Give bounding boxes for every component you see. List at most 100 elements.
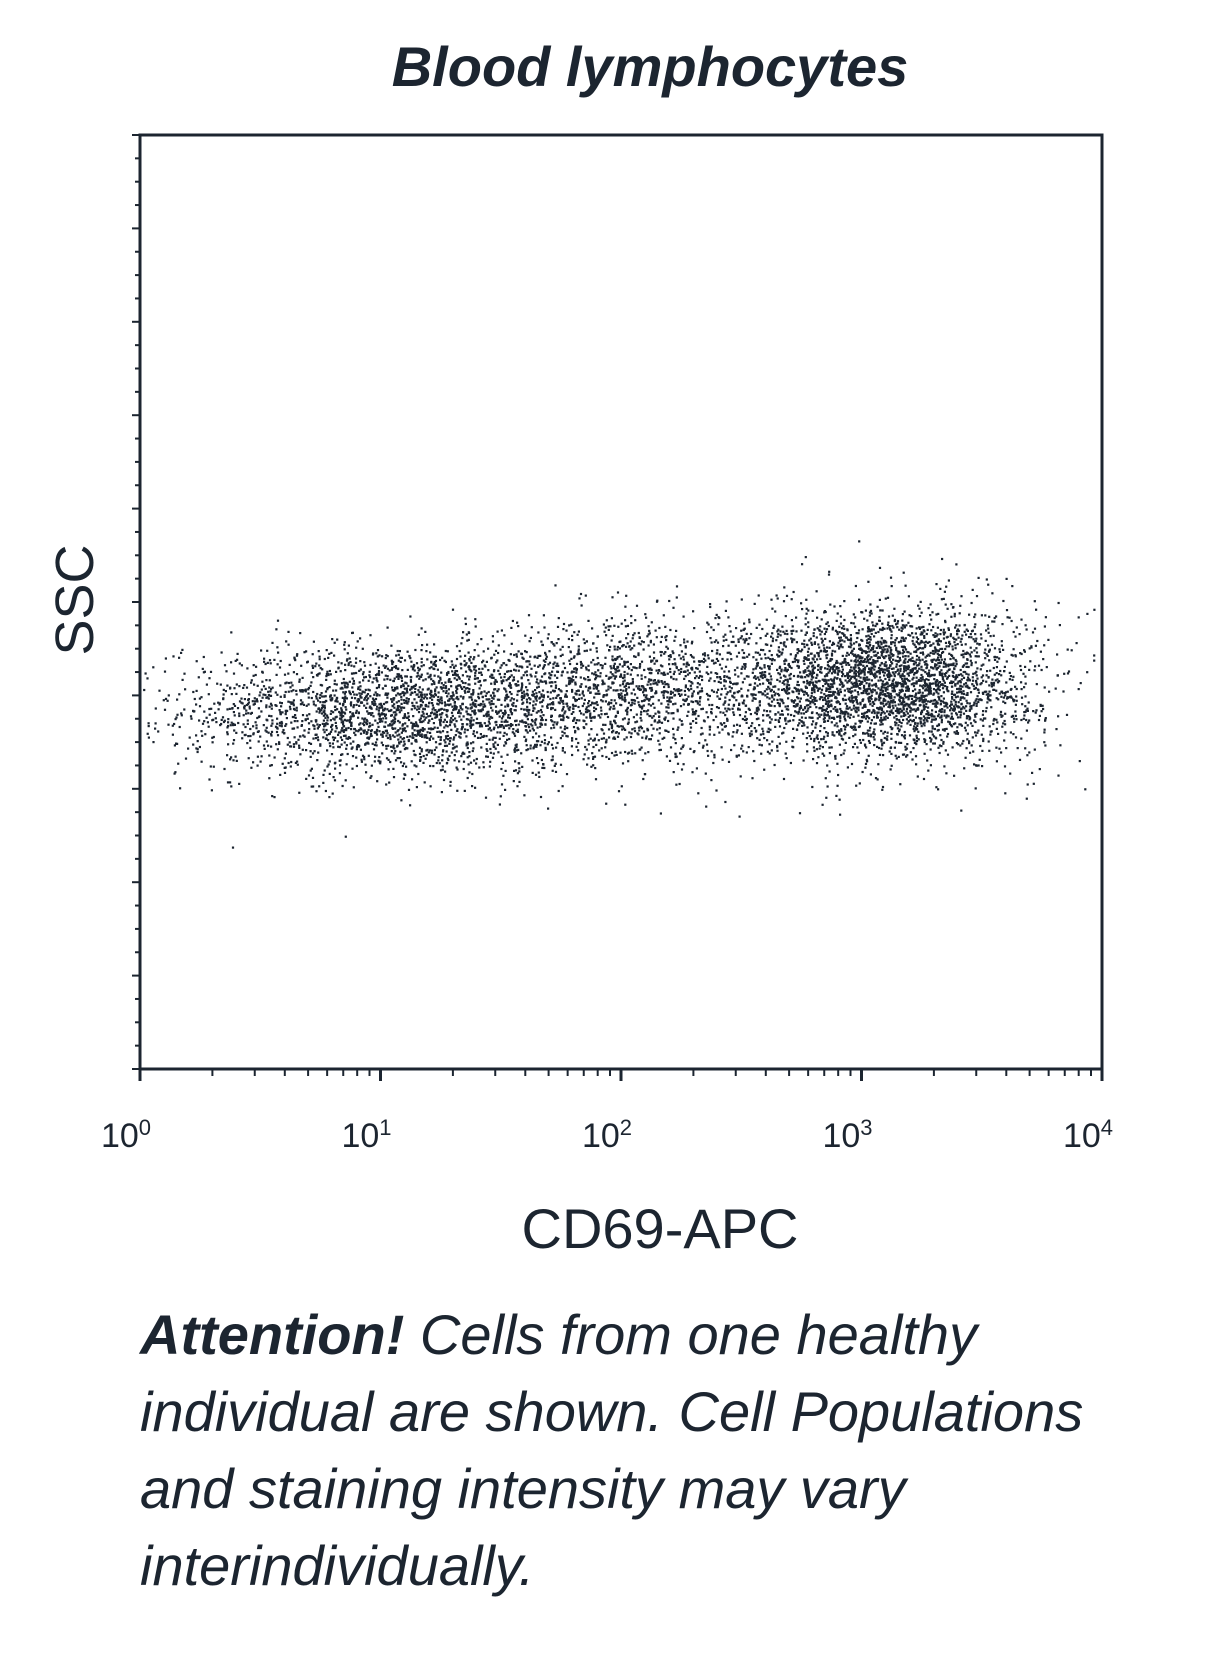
data-point [479, 736, 482, 739]
data-point [539, 680, 542, 683]
data-point [974, 731, 977, 734]
data-point [805, 704, 808, 707]
data-point [307, 696, 310, 699]
data-point [230, 631, 233, 634]
data-point [368, 706, 371, 709]
data-point [737, 651, 741, 654]
data-point [376, 649, 380, 652]
data-point [441, 712, 444, 715]
data-point [726, 651, 729, 654]
data-point [371, 742, 374, 745]
data-point [368, 674, 371, 677]
data-point [421, 727, 424, 730]
data-point [600, 709, 603, 712]
data-point [396, 673, 399, 676]
data-point [954, 647, 957, 650]
data-point [619, 694, 622, 697]
data-point [746, 655, 749, 658]
data-point [333, 779, 337, 782]
data-point [1047, 638, 1050, 641]
data-point [624, 605, 627, 608]
data-point [657, 679, 660, 683]
data-point [416, 729, 419, 732]
data-point [710, 708, 713, 711]
data-point [489, 694, 492, 697]
data-point [494, 736, 497, 739]
data-point [317, 699, 320, 702]
data-point [565, 715, 569, 718]
data-point [415, 765, 418, 768]
data-point [265, 706, 268, 709]
data-point [455, 689, 458, 693]
data-point [335, 727, 338, 730]
data-point [293, 657, 296, 660]
data-point [943, 681, 946, 684]
data-point [499, 795, 502, 798]
data-point [449, 780, 452, 783]
data-point [332, 738, 335, 742]
data-point [823, 611, 826, 614]
data-point [708, 703, 711, 707]
data-point [599, 706, 603, 709]
data-point [593, 696, 596, 699]
data-point [493, 669, 496, 672]
data-point [700, 708, 703, 711]
data-point [316, 723, 319, 726]
data-point [232, 722, 235, 725]
data-point [492, 743, 495, 746]
data-point [291, 701, 294, 704]
data-point [577, 749, 580, 752]
data-point [368, 670, 371, 673]
data-point [248, 705, 251, 708]
data-point [619, 751, 622, 754]
data-point [426, 697, 429, 700]
data-point [520, 676, 523, 679]
data-point [630, 749, 633, 752]
data-point [579, 676, 582, 679]
data-point [881, 744, 884, 747]
data-point [388, 734, 391, 737]
data-point [641, 705, 644, 708]
data-point [426, 731, 429, 734]
data-point [878, 656, 881, 659]
data-point [422, 679, 425, 682]
data-point [914, 661, 917, 664]
data-point [591, 627, 594, 630]
data-point [469, 726, 472, 729]
data-point [479, 704, 482, 707]
data-point [402, 684, 405, 687]
data-point [839, 622, 843, 625]
data-point [312, 703, 315, 706]
data-point [250, 679, 253, 682]
data-point [632, 699, 635, 702]
data-point [363, 661, 366, 664]
data-point [866, 729, 869, 732]
data-point [403, 762, 406, 765]
data-point [886, 596, 890, 599]
data-point [307, 722, 311, 725]
data-point [352, 706, 355, 709]
data-point [710, 712, 713, 715]
data-point [964, 662, 967, 665]
data-point [326, 765, 329, 768]
data-point [682, 763, 685, 766]
data-point [610, 617, 613, 620]
data-point [748, 637, 751, 640]
data-point [430, 691, 433, 694]
data-point [844, 731, 847, 735]
data-point [783, 683, 786, 686]
data-point [250, 681, 253, 684]
data-point [542, 696, 545, 699]
data-point [417, 669, 420, 672]
data-point [608, 676, 611, 680]
data-point [638, 666, 641, 669]
data-point [612, 689, 615, 692]
data-point [422, 720, 425, 723]
data-point [535, 699, 538, 702]
data-point [727, 670, 731, 673]
data-point [628, 667, 631, 670]
data-point [184, 688, 187, 691]
data-point [596, 663, 599, 666]
data-point [384, 721, 387, 724]
data-point [619, 688, 622, 692]
